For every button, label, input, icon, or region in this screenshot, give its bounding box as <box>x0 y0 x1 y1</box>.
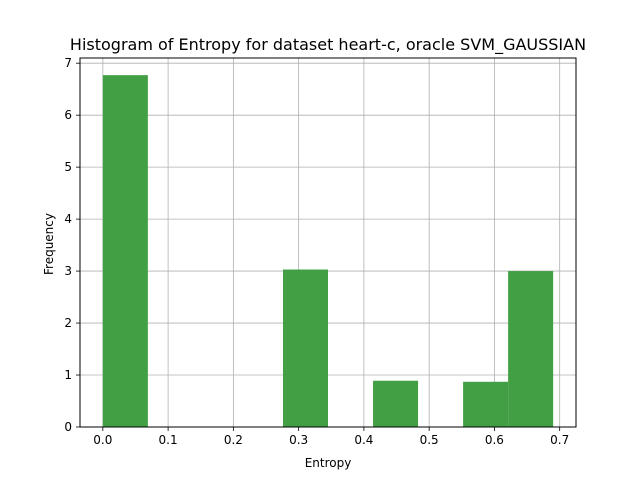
histogram-bar-0 <box>102 75 148 428</box>
x-tick-label: 0.4 <box>354 433 373 447</box>
bars-layer <box>102 75 554 428</box>
y-tick-label: 0 <box>64 420 72 434</box>
x-tick-label: 0.1 <box>159 433 178 447</box>
histogram-bar-9 <box>508 271 554 427</box>
x-tick-label: 0.2 <box>224 433 243 447</box>
x-axis-label: Entropy <box>305 456 352 470</box>
y-tick-label: 5 <box>64 160 72 174</box>
histogram-bar-6 <box>373 380 419 427</box>
y-tick-label: 4 <box>64 212 72 226</box>
y-tick-label: 2 <box>64 316 72 330</box>
x-tick-label: 0.6 <box>485 433 504 447</box>
chart-title: Histogram of Entropy for dataset heart-c… <box>70 35 586 55</box>
y-tick-label: 6 <box>64 108 72 122</box>
y-axis-label: Frequency <box>42 213 56 275</box>
grid-layer <box>80 58 576 428</box>
histogram-bar-4 <box>282 269 328 427</box>
y-tick-label: 3 <box>64 264 72 278</box>
y-tick-label: 1 <box>64 368 72 382</box>
plot-frame <box>79 57 577 428</box>
x-tick-label: 0.7 <box>550 433 569 447</box>
x-tick-label: 0.3 <box>289 433 308 447</box>
histogram-bar-8 <box>463 381 509 427</box>
x-tick-label: 0.0 <box>93 433 112 447</box>
x-tick-label: 0.5 <box>420 433 439 447</box>
ticks-layer: 0.0 0.1 0.2 0.3 0.4 0.5 0.6 0.7 0 1 2 3 4 5 6 7 <box>64 56 569 447</box>
y-tick-label: 7 <box>64 56 72 70</box>
